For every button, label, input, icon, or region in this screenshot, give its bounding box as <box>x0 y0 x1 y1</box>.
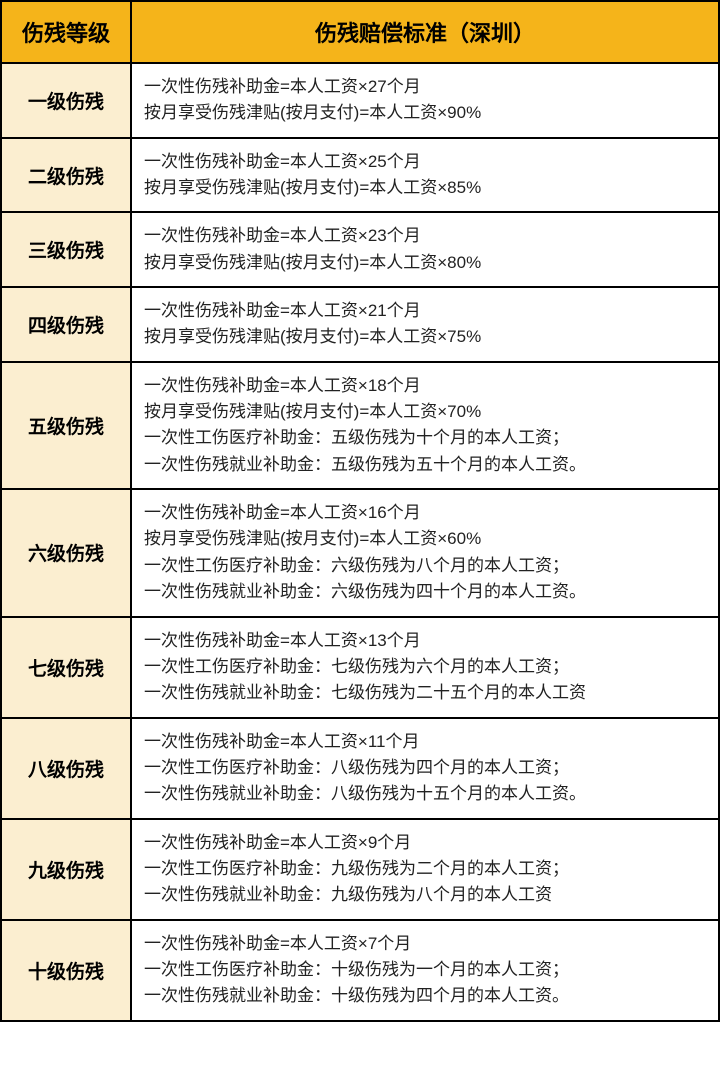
table-row: 三级伤残一次性伤残补助金=本人工资×23个月按月享受伤残津贴(按月支付)=本人工… <box>1 212 719 287</box>
detail-line: 按月享受伤残津贴(按月支付)=本人工资×90% <box>144 100 706 126</box>
detail-line: 一次性伤残补助金=本人工资×11个月 <box>144 729 706 755</box>
detail-cell: 一次性伤残补助金=本人工资×11个月一次性工伤医疗补助金：八级伤残为四个月的本人… <box>131 718 719 819</box>
detail-line: 一次性伤残就业补助金：九级伤残为八个月的本人工资 <box>144 882 706 908</box>
level-cell: 一级伤残 <box>1 63 131 138</box>
detail-line: 按月享受伤残津贴(按月支付)=本人工资×75% <box>144 324 706 350</box>
table-row: 七级伤残一次性伤残补助金=本人工资×13个月一次性工伤医疗补助金：七级伤残为六个… <box>1 617 719 718</box>
table-row: 六级伤残一次性伤残补助金=本人工资×16个月按月享受伤残津贴(按月支付)=本人工… <box>1 489 719 616</box>
detail-line: 一次性工伤医疗补助金：十级伤残为一个月的本人工资； <box>144 957 706 983</box>
detail-line: 一次性伤残就业补助金：八级伤残为十五个月的本人工资。 <box>144 781 706 807</box>
header-level: 伤残等级 <box>1 1 131 63</box>
compensation-table: 伤残等级 伤残赔偿标准（深圳） 一级伤残一次性伤残补助金=本人工资×27个月按月… <box>0 0 720 1022</box>
detail-line: 按月享受伤残津贴(按月支付)=本人工资×85% <box>144 175 706 201</box>
detail-cell: 一次性伤残补助金=本人工资×16个月按月享受伤残津贴(按月支付)=本人工资×60… <box>131 489 719 616</box>
detail-line: 一次性伤残就业补助金：六级伤残为四十个月的本人工资。 <box>144 579 706 605</box>
detail-line: 一次性工伤医疗补助金：九级伤残为二个月的本人工资； <box>144 856 706 882</box>
level-cell: 三级伤残 <box>1 212 131 287</box>
detail-line: 按月享受伤残津贴(按月支付)=本人工资×60% <box>144 526 706 552</box>
table-row: 十级伤残一次性伤残补助金=本人工资×7个月一次性工伤医疗补助金：十级伤残为一个月… <box>1 920 719 1021</box>
detail-line: 一次性伤残补助金=本人工资×13个月 <box>144 628 706 654</box>
detail-cell: 一次性伤残补助金=本人工资×18个月按月享受伤残津贴(按月支付)=本人工资×70… <box>131 362 719 489</box>
detail-cell: 一次性伤残补助金=本人工资×21个月按月享受伤残津贴(按月支付)=本人工资×75… <box>131 287 719 362</box>
detail-line: 一次性伤残补助金=本人工资×16个月 <box>144 500 706 526</box>
detail-line: 一次性工伤医疗补助金：七级伤残为六个月的本人工资； <box>144 654 706 680</box>
table-row: 四级伤残一次性伤残补助金=本人工资×21个月按月享受伤残津贴(按月支付)=本人工… <box>1 287 719 362</box>
detail-line: 一次性工伤医疗补助金：八级伤残为四个月的本人工资； <box>144 755 706 781</box>
level-cell: 八级伤残 <box>1 718 131 819</box>
detail-line: 一次性伤残补助金=本人工资×7个月 <box>144 931 706 957</box>
detail-line: 一次性伤残补助金=本人工资×25个月 <box>144 149 706 175</box>
level-cell: 五级伤残 <box>1 362 131 489</box>
level-cell: 九级伤残 <box>1 819 131 920</box>
detail-line: 一次性伤残补助金=本人工资×9个月 <box>144 830 706 856</box>
detail-line: 一次性伤残补助金=本人工资×27个月 <box>144 74 706 100</box>
detail-line: 按月享受伤残津贴(按月支付)=本人工资×70% <box>144 399 706 425</box>
level-cell: 四级伤残 <box>1 287 131 362</box>
detail-line: 一次性伤残补助金=本人工资×21个月 <box>144 298 706 324</box>
detail-line: 一次性伤残就业补助金：五级伤残为五十个月的本人工资。 <box>144 452 706 478</box>
detail-cell: 一次性伤残补助金=本人工资×9个月一次性工伤医疗补助金：九级伤残为二个月的本人工… <box>131 819 719 920</box>
detail-cell: 一次性伤残补助金=本人工资×27个月按月享受伤残津贴(按月支付)=本人工资×90… <box>131 63 719 138</box>
detail-cell: 一次性伤残补助金=本人工资×7个月一次性工伤医疗补助金：十级伤残为一个月的本人工… <box>131 920 719 1021</box>
detail-line: 一次性伤残就业补助金：十级伤残为四个月的本人工资。 <box>144 983 706 1009</box>
detail-line: 按月享受伤残津贴(按月支付)=本人工资×80% <box>144 250 706 276</box>
table-row: 二级伤残一次性伤残补助金=本人工资×25个月按月享受伤残津贴(按月支付)=本人工… <box>1 138 719 213</box>
level-cell: 十级伤残 <box>1 920 131 1021</box>
detail-line: 一次性伤残补助金=本人工资×18个月 <box>144 373 706 399</box>
detail-cell: 一次性伤残补助金=本人工资×23个月按月享受伤残津贴(按月支付)=本人工资×80… <box>131 212 719 287</box>
level-cell: 六级伤残 <box>1 489 131 616</box>
detail-cell: 一次性伤残补助金=本人工资×13个月一次性工伤医疗补助金：七级伤残为六个月的本人… <box>131 617 719 718</box>
table-row: 五级伤残一次性伤残补助金=本人工资×18个月按月享受伤残津贴(按月支付)=本人工… <box>1 362 719 489</box>
level-cell: 七级伤残 <box>1 617 131 718</box>
detail-line: 一次性伤残补助金=本人工资×23个月 <box>144 223 706 249</box>
detail-line: 一次性工伤医疗补助金：六级伤残为八个月的本人工资； <box>144 553 706 579</box>
detail-line: 一次性工伤医疗补助金：五级伤残为十个月的本人工资； <box>144 425 706 451</box>
table-row: 一级伤残一次性伤残补助金=本人工资×27个月按月享受伤残津贴(按月支付)=本人工… <box>1 63 719 138</box>
table-row: 九级伤残一次性伤残补助金=本人工资×9个月一次性工伤医疗补助金：九级伤残为二个月… <box>1 819 719 920</box>
detail-cell: 一次性伤残补助金=本人工资×25个月按月享受伤残津贴(按月支付)=本人工资×85… <box>131 138 719 213</box>
header-standard: 伤残赔偿标准（深圳） <box>131 1 719 63</box>
detail-line: 一次性伤残就业补助金：七级伤残为二十五个月的本人工资 <box>144 680 706 706</box>
table-header-row: 伤残等级 伤残赔偿标准（深圳） <box>1 1 719 63</box>
level-cell: 二级伤残 <box>1 138 131 213</box>
table-row: 八级伤残一次性伤残补助金=本人工资×11个月一次性工伤医疗补助金：八级伤残为四个… <box>1 718 719 819</box>
